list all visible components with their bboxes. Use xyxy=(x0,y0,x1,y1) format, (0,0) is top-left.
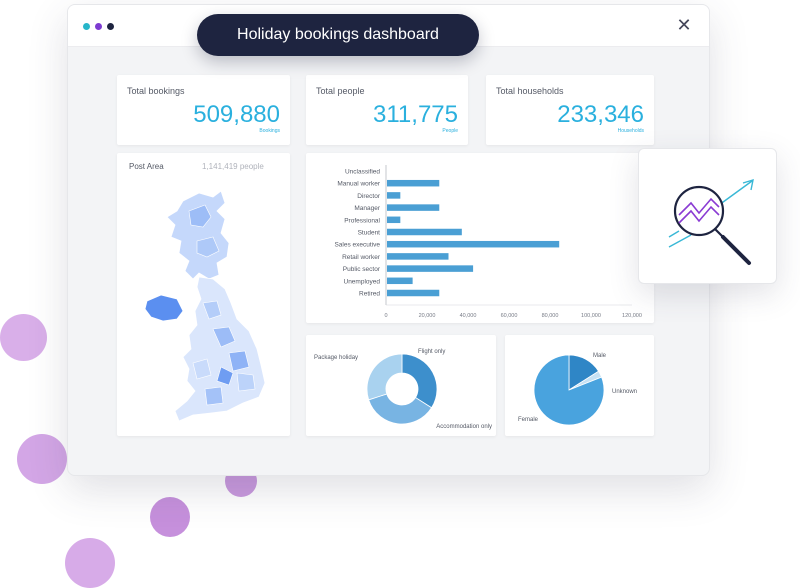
bar[interactable] xyxy=(387,240,560,248)
kpi-label: Total bookings xyxy=(127,86,185,96)
page-title: Holiday bookings dashboard xyxy=(197,14,479,56)
map-region xyxy=(236,372,256,392)
window-dot-icon xyxy=(107,23,114,30)
kpi-value: 233,346 xyxy=(557,101,644,128)
decorative-bubble xyxy=(17,434,67,484)
map-region xyxy=(212,326,236,348)
x-tick-label: 100,000 xyxy=(581,313,601,319)
map-region xyxy=(202,300,222,320)
pie-slice-label: Accommodation only xyxy=(436,424,492,430)
bar[interactable] xyxy=(387,192,401,199)
map-region xyxy=(216,366,234,386)
x-tick-label: 120,000 xyxy=(622,313,642,319)
map-region xyxy=(228,350,250,372)
bar-category-label: Public sector xyxy=(343,266,381,273)
pie-slice-label: Male xyxy=(593,353,607,359)
occupation-bar-chart: Unclassified Manual worker Director Manager… xyxy=(334,165,642,319)
pie-slice[interactable] xyxy=(368,393,433,425)
bar-category-label: Director xyxy=(357,193,381,200)
bar[interactable] xyxy=(387,265,474,272)
bar-category-label: Manager xyxy=(354,205,380,212)
x-tick-label: 20,000 xyxy=(419,313,436,319)
map-card: Post Area 1,141,419 people xyxy=(117,153,290,436)
kpi-label: Total people xyxy=(316,86,365,96)
pie-slice-label: Unknown xyxy=(612,389,637,395)
uk-map[interactable] xyxy=(117,153,290,436)
bar-category-label: Retail worker xyxy=(342,254,381,261)
bar-category-label: Student xyxy=(358,230,381,237)
bar-chart-card: Unclassified Manual worker Director Manager… xyxy=(306,153,654,323)
booking-type-donut-chart: Flight only Accommodation only Package hol… xyxy=(314,349,492,430)
analytics-magnifier-icon xyxy=(668,178,754,265)
bar[interactable] xyxy=(387,179,440,187)
bar[interactable] xyxy=(387,253,449,260)
kpi-unit: Bookings xyxy=(259,128,280,134)
kpi-card-bookings: Total bookings 509,880 Bookings xyxy=(117,75,290,145)
map-region xyxy=(188,204,212,228)
pie-slice-label: Female xyxy=(518,417,539,423)
map-region-northern-ireland xyxy=(144,294,184,322)
pie-chart-card: Male Unknown Female xyxy=(505,335,654,436)
window-dot-icon xyxy=(95,23,102,30)
kpi-unit: Households xyxy=(617,128,644,134)
kpi-card-households: Total households 233,346 Households xyxy=(486,75,654,145)
kpi-value: 509,880 xyxy=(193,101,280,128)
bar[interactable] xyxy=(387,228,462,236)
pie-slice-label: Flight only xyxy=(418,349,445,355)
decorative-bubble xyxy=(150,497,190,537)
x-tick-label: 80,000 xyxy=(542,313,559,319)
pie-slice-label: Package holiday xyxy=(314,355,358,361)
x-tick-label: 40,000 xyxy=(460,313,477,319)
pie-slice[interactable] xyxy=(366,353,403,401)
x-tick-label: 60,000 xyxy=(501,313,518,319)
window-dot-icon xyxy=(83,23,90,30)
map-title: Post Area xyxy=(129,162,164,171)
bar-category-label: Retired xyxy=(359,291,380,298)
kpi-value: 311,775 xyxy=(373,101,458,128)
bar[interactable] xyxy=(387,216,401,224)
bar-category-label: Sales executive xyxy=(334,242,380,249)
x-tick-label: 0 xyxy=(384,313,387,319)
bar[interactable] xyxy=(387,289,440,297)
map-count: 1,141,419 people xyxy=(202,162,264,171)
bar-category-label: Unclassified xyxy=(345,169,380,176)
pie-slice[interactable] xyxy=(533,354,605,426)
kpi-card-people: Total people 311,775 People xyxy=(306,75,468,145)
close-icon[interactable]: ✕ xyxy=(676,15,692,35)
decorative-bubble xyxy=(0,314,47,361)
pie-slice[interactable] xyxy=(401,353,438,409)
map-region-scotland xyxy=(166,190,230,280)
analytics-card xyxy=(638,148,777,284)
map-region xyxy=(192,358,212,380)
donut-chart-card: Flight only Accommodation only Package hol… xyxy=(306,335,496,436)
kpi-label: Total households xyxy=(496,86,564,96)
bar[interactable] xyxy=(387,204,440,211)
map-region xyxy=(204,386,224,406)
dashboard-window: ✕ Total bookings 509,880 Bookings Total … xyxy=(67,4,710,476)
bar-category-label: Manual worker xyxy=(337,181,380,188)
gender-pie-chart: Male Unknown Female xyxy=(518,353,637,426)
bar-category-label: Unemployed xyxy=(344,278,381,285)
kpi-unit: People xyxy=(442,128,458,134)
bar[interactable] xyxy=(387,277,413,285)
bar-category-label: Professional xyxy=(344,217,380,224)
decorative-bubble xyxy=(65,538,115,588)
map-region xyxy=(196,236,220,258)
